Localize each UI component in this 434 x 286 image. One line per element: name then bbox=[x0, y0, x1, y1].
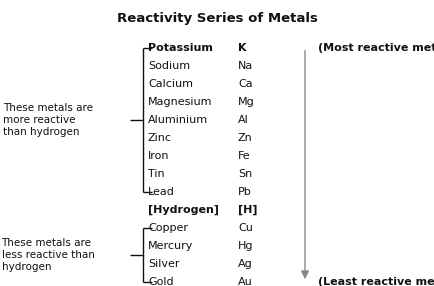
Text: Ca: Ca bbox=[237, 79, 252, 89]
Text: Mg: Mg bbox=[237, 97, 254, 107]
Text: Lead: Lead bbox=[148, 187, 174, 197]
Text: Mercury: Mercury bbox=[148, 241, 193, 251]
Text: (Least reactive metal): (Least reactive metal) bbox=[317, 277, 434, 286]
Text: Sn: Sn bbox=[237, 169, 252, 179]
Text: Ag: Ag bbox=[237, 259, 252, 269]
Text: These metals are
more reactive
than hydrogen: These metals are more reactive than hydr… bbox=[3, 104, 93, 137]
Text: Aluminium: Aluminium bbox=[148, 115, 207, 125]
Text: Au: Au bbox=[237, 277, 252, 286]
Text: Sodium: Sodium bbox=[148, 61, 190, 71]
Text: These metals are
less reactive than
hydrogen: These metals are less reactive than hydr… bbox=[2, 239, 94, 272]
Text: Iron: Iron bbox=[148, 151, 169, 161]
Text: Zn: Zn bbox=[237, 133, 252, 143]
Text: Magnesium: Magnesium bbox=[148, 97, 212, 107]
Text: Silver: Silver bbox=[148, 259, 179, 269]
Text: (Most reactive metal): (Most reactive metal) bbox=[317, 43, 434, 53]
Text: Copper: Copper bbox=[148, 223, 187, 233]
Text: K: K bbox=[237, 43, 246, 53]
Text: Potassium: Potassium bbox=[148, 43, 212, 53]
Text: Fe: Fe bbox=[237, 151, 250, 161]
Text: Tin: Tin bbox=[148, 169, 164, 179]
Text: [Hydrogen]: [Hydrogen] bbox=[148, 205, 218, 215]
Text: Na: Na bbox=[237, 61, 253, 71]
Text: Zinc: Zinc bbox=[148, 133, 171, 143]
Text: Hg: Hg bbox=[237, 241, 253, 251]
Text: Calcium: Calcium bbox=[148, 79, 193, 89]
Text: Pb: Pb bbox=[237, 187, 251, 197]
Text: Cu: Cu bbox=[237, 223, 252, 233]
Text: Reactivity Series of Metals: Reactivity Series of Metals bbox=[117, 12, 317, 25]
Text: Al: Al bbox=[237, 115, 248, 125]
Text: Gold: Gold bbox=[148, 277, 173, 286]
Text: [H]: [H] bbox=[237, 205, 257, 215]
